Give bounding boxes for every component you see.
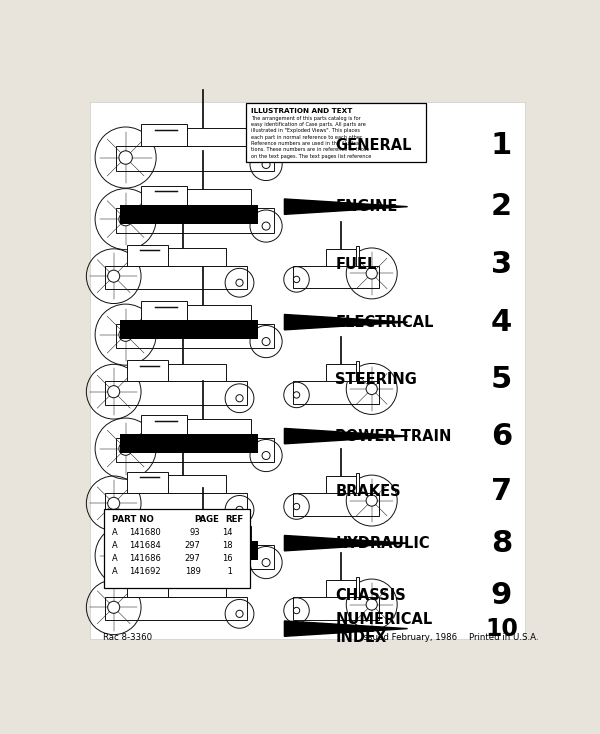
Text: easy identification of Case parts. All parts are: easy identification of Case parts. All p…	[251, 122, 366, 127]
FancyBboxPatch shape	[127, 360, 169, 381]
FancyBboxPatch shape	[104, 509, 250, 588]
Text: 189: 189	[185, 567, 200, 576]
Polygon shape	[284, 199, 407, 214]
FancyBboxPatch shape	[119, 205, 258, 224]
Text: 297: 297	[185, 541, 200, 550]
Text: illustrated in "Exploded Views". This places: illustrated in "Exploded Views". This pl…	[251, 128, 360, 134]
FancyBboxPatch shape	[119, 541, 258, 561]
Text: tions. These numbers are in reference to those: tions. These numbers are in reference to…	[251, 148, 370, 153]
Text: Printed in U.S.A.: Printed in U.S.A.	[469, 633, 539, 642]
Text: 16: 16	[222, 554, 233, 563]
Text: 3: 3	[491, 250, 512, 279]
Text: NUMERICAL
INDEX: NUMERICAL INDEX	[335, 612, 433, 645]
Text: 7: 7	[491, 477, 512, 506]
Text: 141692: 141692	[129, 567, 160, 576]
Text: 141684: 141684	[129, 541, 161, 550]
Text: 93: 93	[190, 528, 200, 537]
FancyBboxPatch shape	[141, 302, 187, 324]
FancyBboxPatch shape	[326, 476, 356, 493]
FancyBboxPatch shape	[141, 186, 187, 208]
FancyBboxPatch shape	[141, 415, 187, 437]
FancyBboxPatch shape	[127, 576, 169, 597]
Text: ENGINE: ENGINE	[335, 199, 398, 214]
Text: 5: 5	[491, 366, 512, 394]
FancyBboxPatch shape	[119, 434, 258, 454]
FancyBboxPatch shape	[91, 102, 524, 639]
Text: 8: 8	[491, 528, 512, 558]
Text: ILLUSTRATION AND TEXT: ILLUSTRATION AND TEXT	[251, 108, 353, 114]
FancyBboxPatch shape	[187, 419, 251, 437]
Text: CHASSIS: CHASSIS	[335, 588, 406, 603]
Text: HYDRAULIC: HYDRAULIC	[335, 536, 430, 550]
Text: 14: 14	[223, 528, 233, 537]
Text: each part in normal reference to each other.: each part in normal reference to each ot…	[251, 135, 364, 139]
FancyBboxPatch shape	[356, 473, 359, 493]
Text: Rac 8-3360: Rac 8-3360	[103, 633, 152, 642]
FancyBboxPatch shape	[326, 364, 356, 381]
Polygon shape	[284, 535, 407, 550]
FancyBboxPatch shape	[127, 472, 169, 493]
FancyBboxPatch shape	[169, 579, 226, 597]
Text: 141680: 141680	[129, 528, 161, 537]
FancyBboxPatch shape	[187, 305, 251, 324]
FancyBboxPatch shape	[326, 249, 356, 266]
FancyBboxPatch shape	[169, 248, 226, 266]
Text: 4: 4	[491, 308, 512, 337]
Text: 2: 2	[491, 192, 512, 221]
Polygon shape	[284, 429, 407, 444]
Text: STEERING: STEERING	[335, 372, 417, 388]
FancyBboxPatch shape	[187, 189, 251, 208]
Text: A: A	[112, 554, 118, 563]
FancyBboxPatch shape	[326, 580, 356, 597]
Text: Issued February, 1986: Issued February, 1986	[361, 633, 458, 642]
Text: A: A	[112, 541, 118, 550]
Text: 1: 1	[491, 131, 512, 159]
Polygon shape	[284, 621, 407, 636]
Text: A: A	[112, 528, 118, 537]
Text: 1: 1	[225, 567, 233, 576]
Text: 6: 6	[491, 421, 512, 451]
Text: 18: 18	[222, 541, 233, 550]
Text: 141686: 141686	[129, 554, 161, 563]
Text: GENERAL: GENERAL	[335, 137, 412, 153]
FancyBboxPatch shape	[187, 128, 251, 147]
FancyBboxPatch shape	[169, 475, 226, 493]
FancyBboxPatch shape	[246, 103, 426, 162]
FancyBboxPatch shape	[141, 124, 187, 147]
Text: PAGE: PAGE	[194, 515, 219, 524]
Text: BRAKES: BRAKES	[335, 484, 401, 499]
Text: POWER TRAIN: POWER TRAIN	[335, 429, 452, 443]
Text: A: A	[112, 567, 118, 576]
Text: ELECTRICAL: ELECTRICAL	[335, 315, 434, 330]
FancyBboxPatch shape	[119, 320, 258, 340]
FancyBboxPatch shape	[141, 523, 187, 545]
FancyBboxPatch shape	[127, 244, 169, 266]
Text: 9: 9	[491, 581, 512, 610]
FancyBboxPatch shape	[356, 246, 359, 266]
Text: FUEL: FUEL	[335, 257, 377, 272]
Text: REF: REF	[225, 515, 243, 524]
Text: on the text pages. The text pages list reference: on the text pages. The text pages list r…	[251, 153, 371, 159]
Text: Reference numbers are used in the illustra-: Reference numbers are used in the illust…	[251, 141, 361, 146]
Text: 10: 10	[485, 617, 518, 641]
FancyBboxPatch shape	[356, 361, 359, 381]
FancyBboxPatch shape	[187, 526, 251, 545]
Polygon shape	[284, 314, 407, 330]
FancyBboxPatch shape	[169, 363, 226, 381]
Text: 297: 297	[185, 554, 200, 563]
Text: The arrangement of this parts catalog is for: The arrangement of this parts catalog is…	[251, 116, 361, 121]
FancyBboxPatch shape	[356, 577, 359, 597]
Text: PART NO: PART NO	[112, 515, 154, 524]
